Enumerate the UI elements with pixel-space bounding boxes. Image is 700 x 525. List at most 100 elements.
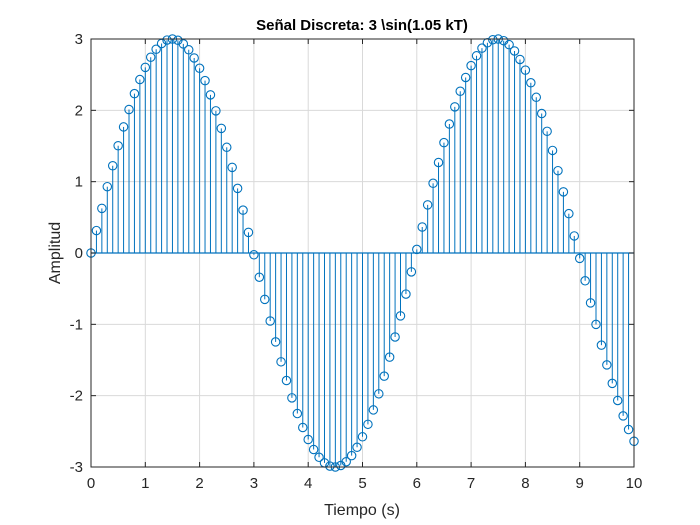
stem-marker — [287, 393, 297, 403]
stem-marker — [249, 250, 259, 260]
stem-marker — [401, 289, 411, 299]
stem-marker — [135, 74, 145, 85]
stem-marker — [390, 332, 400, 342]
stem-marker — [612, 395, 623, 406]
stem-marker — [118, 122, 129, 132]
stem-marker — [281, 375, 292, 386]
stem-marker — [607, 378, 618, 389]
stem-marker — [178, 39, 189, 49]
stem-marker — [145, 52, 156, 62]
stem-marker — [292, 408, 303, 419]
stem-marker — [352, 442, 362, 453]
y-axis-label: Amplitud — [47, 222, 64, 284]
stem-marker — [591, 319, 601, 330]
stem-marker — [216, 123, 227, 134]
stem-marker — [260, 294, 270, 305]
stem-marker — [129, 88, 140, 99]
stem-marker — [547, 145, 558, 156]
stem-marker — [232, 183, 243, 194]
stem-marker — [270, 337, 281, 347]
stem-marker — [439, 137, 449, 148]
stem-marker — [200, 75, 210, 86]
stem-marker — [422, 200, 433, 210]
stem-marker — [298, 422, 308, 433]
y-tick-label: 0 — [75, 245, 83, 262]
stem-marker — [618, 411, 628, 421]
stem-marker — [183, 45, 194, 55]
stem-marker — [574, 253, 585, 264]
x-tick-label: 4 — [304, 475, 312, 492]
stem-marker — [471, 51, 482, 61]
stem-marker — [140, 62, 151, 73]
stem-marker — [222, 142, 232, 153]
stem-marker — [357, 432, 368, 442]
stem-marker — [466, 60, 476, 71]
stem-marker — [433, 157, 444, 168]
stem-marker — [97, 203, 107, 214]
stem-marker — [585, 298, 596, 308]
stem-marker — [151, 44, 161, 55]
stem-marker — [374, 389, 384, 399]
x-tick-label: 6 — [413, 475, 421, 492]
x-tick-label: 5 — [358, 475, 366, 492]
x-tick-label: 10 — [626, 475, 643, 492]
stem-marker — [444, 119, 455, 129]
stem-marker — [243, 227, 254, 238]
stem-marker — [542, 126, 552, 137]
stem-marker — [205, 90, 216, 100]
y-ticks: -3 -2 -1 0 1 2 3 — [70, 31, 634, 476]
stem-marker — [254, 272, 265, 282]
stem-marker — [412, 244, 422, 255]
stem-marker — [325, 461, 335, 471]
y-tick-label: -3 — [70, 459, 83, 476]
stem-marker — [520, 65, 531, 75]
y-tick-label: -1 — [70, 316, 83, 333]
stem-marker — [623, 424, 634, 435]
stem-marker — [531, 92, 542, 103]
stem-marker — [455, 86, 465, 97]
stem-marker — [346, 450, 357, 461]
stem-marker — [509, 46, 520, 56]
stem-marker — [569, 231, 580, 241]
stem-marker — [558, 187, 569, 197]
stem-marker — [189, 53, 199, 63]
stem-marker — [308, 444, 319, 455]
stem-marker — [384, 352, 395, 362]
stem-marker — [450, 102, 460, 112]
y-tick-label: 3 — [75, 31, 83, 48]
x-tick-label: 7 — [467, 475, 475, 492]
stem-marker — [238, 205, 248, 215]
stem-marker — [504, 39, 514, 50]
stem-marker — [477, 43, 487, 53]
x-tick-label: 3 — [250, 475, 258, 492]
x-ticks: 0 1 2 3 4 5 6 7 8 9 10 — [87, 39, 643, 492]
stem-marker — [341, 456, 351, 467]
x-tick-label: 1 — [141, 475, 149, 492]
stem-marker — [596, 340, 607, 350]
chart-title: Señal Discreta: 3 \sin(1.05 kT) — [256, 17, 468, 34]
x-tick-label: 8 — [521, 475, 529, 492]
stem-marker — [363, 419, 373, 430]
stem-marker — [417, 222, 427, 232]
stem-marker — [91, 225, 102, 236]
stem-marker — [303, 434, 313, 445]
x-tick-label: 9 — [576, 475, 584, 492]
stem-marker — [113, 140, 123, 151]
x-tick-label: 0 — [87, 475, 95, 492]
stem-marker — [406, 267, 417, 277]
x-tick-label: 2 — [195, 475, 203, 492]
stem-marker — [227, 162, 237, 173]
stem-marker — [107, 160, 118, 171]
stem-marker — [124, 104, 134, 115]
y-tick-label: -2 — [70, 388, 83, 405]
stem-marker — [580, 276, 590, 286]
stem-marker — [379, 371, 389, 381]
stem-marker — [314, 452, 324, 463]
stem-marker — [276, 357, 286, 367]
y-tick-label: 1 — [75, 174, 83, 191]
stem-marker — [515, 54, 525, 65]
stem-marker — [162, 35, 172, 45]
stem-marker — [553, 165, 563, 176]
